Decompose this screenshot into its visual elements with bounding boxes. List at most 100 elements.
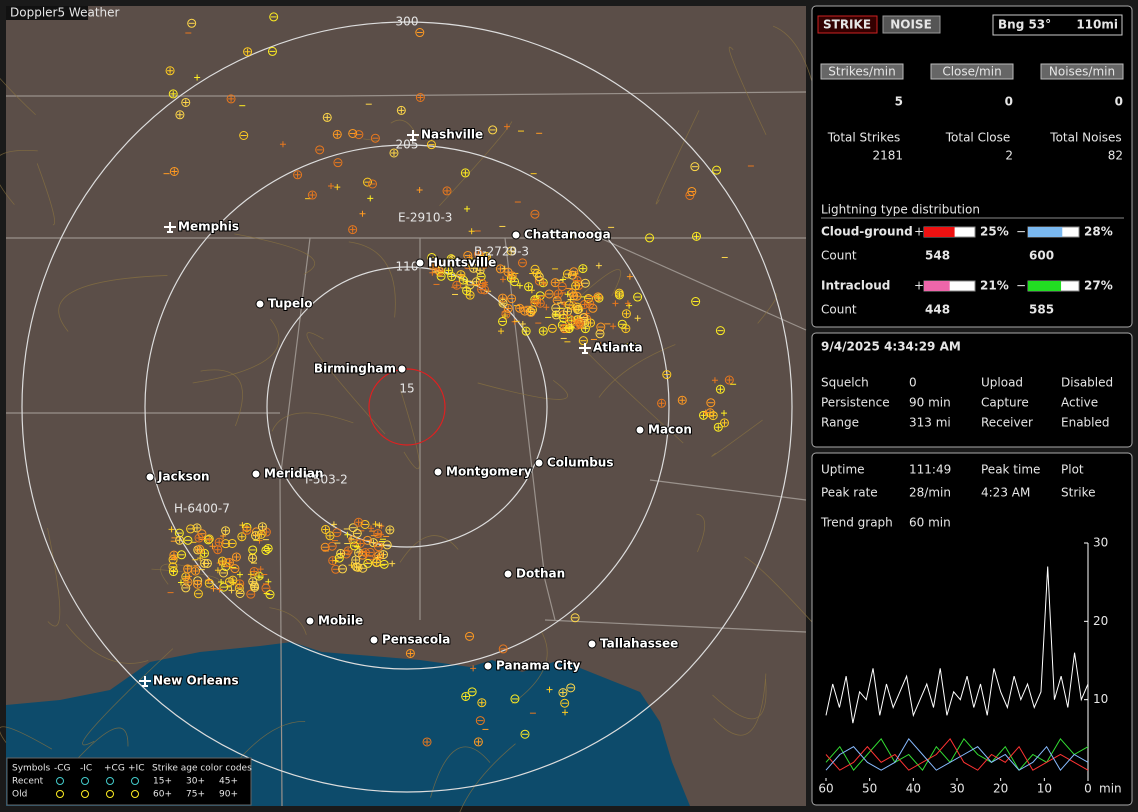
- strike-symbol: [515, 303, 525, 313]
- road: [655, 110, 700, 205]
- noise-button[interactable]: [882, 15, 941, 34]
- status-text: Upload: [981, 376, 1023, 390]
- strike-symbol: [249, 566, 259, 576]
- strike-symbol: [595, 293, 602, 300]
- strike-symbol: [476, 272, 486, 282]
- strike-symbol: [446, 254, 456, 264]
- strike-symbol: [182, 99, 189, 106]
- strike-symbol: [435, 267, 442, 274]
- legend-symbol: [106, 790, 114, 798]
- strike-symbol: [259, 523, 266, 530]
- strike-symbol: [376, 522, 383, 529]
- strike-symbol: [229, 577, 236, 584]
- strike-symbol: [243, 47, 253, 57]
- strike-symbol: [373, 529, 383, 539]
- strike-symbol: [715, 384, 725, 394]
- strike-symbol: [557, 281, 567, 291]
- city-label: New Orleans: [153, 674, 239, 688]
- legend-type: +IC: [128, 764, 144, 774]
- strike-symbol: [216, 539, 223, 546]
- y-tick-label: 30: [1093, 536, 1108, 550]
- rate-label: Strikes/min: [828, 65, 895, 79]
- datetime: 9/4/2025 4:34:29 AM: [821, 340, 961, 354]
- strike-symbol: [564, 291, 571, 298]
- strike-symbol: [325, 531, 335, 541]
- strike-symbol: [679, 397, 686, 404]
- road: [511, 630, 548, 705]
- road: [696, 513, 706, 553]
- strike-symbol: [568, 324, 575, 331]
- strike-symbol: [524, 282, 534, 292]
- strike-symbol: [702, 409, 709, 416]
- strike-symbol: [239, 522, 246, 529]
- strike-symbol: [581, 301, 588, 308]
- strike-symbol: [575, 318, 585, 328]
- city-dot: [397, 364, 407, 374]
- strike-symbol: [243, 527, 250, 534]
- strike-symbol: [448, 255, 455, 262]
- road: [757, 293, 778, 324]
- range-ring: [144, 144, 670, 670]
- strike-symbol: [334, 553, 344, 563]
- rate-button[interactable]: [820, 63, 904, 80]
- strike-symbol: [626, 273, 633, 280]
- x-tick-label: 0: [1084, 782, 1092, 796]
- noise-button-label: NOISE: [890, 18, 932, 32]
- strike-symbol: [236, 571, 243, 578]
- strike-symbol: [699, 410, 709, 420]
- strike-symbol: [192, 567, 199, 574]
- road: [598, 344, 676, 398]
- rate-value: 5: [895, 95, 903, 109]
- legend-age: 45+: [219, 777, 238, 787]
- strike-symbol: [219, 568, 229, 578]
- stat-value: Strike: [1061, 486, 1096, 500]
- strike-symbol: [572, 291, 582, 301]
- strike-symbol: [332, 129, 342, 139]
- status-text: 313 mi: [909, 416, 951, 430]
- strike-symbol: [658, 400, 665, 407]
- strike-symbol: [368, 525, 375, 532]
- strike-symbol: [201, 560, 208, 567]
- x-tick-label: 40: [906, 782, 921, 796]
- strike-symbol: [567, 230, 577, 240]
- strike-button[interactable]: [817, 15, 878, 34]
- strike-symbol: [706, 398, 716, 408]
- strike-symbol: [445, 267, 452, 274]
- strike-symbol: [572, 302, 582, 312]
- rate-button[interactable]: [1040, 63, 1124, 80]
- strike-symbol: [719, 418, 729, 428]
- strike-symbol: [519, 321, 526, 328]
- state-border: [544, 619, 807, 633]
- strike-symbol: [167, 67, 174, 74]
- strike-symbol: [595, 329, 605, 339]
- strike-symbol: [176, 537, 183, 544]
- strike-symbol: [355, 519, 362, 526]
- strike-symbol: [552, 310, 559, 317]
- range-ring: [21, 21, 793, 793]
- strike-symbol: [267, 46, 277, 56]
- strike-symbol: [593, 292, 603, 302]
- strike-symbol: [559, 689, 566, 696]
- strike-symbol: [204, 534, 214, 544]
- strike-symbol: [475, 265, 485, 275]
- road: [728, 46, 767, 135]
- rate-button[interactable]: [930, 63, 1014, 80]
- strike-symbol: [221, 526, 231, 536]
- strike-symbol: [480, 259, 490, 269]
- strike-symbol: [571, 281, 581, 291]
- strike-symbol: [559, 276, 566, 283]
- rate-label: Close/min: [942, 65, 1001, 79]
- strike-symbol: [333, 158, 343, 168]
- strike-symbol: [171, 168, 178, 175]
- road: [0, 149, 38, 205]
- strike-symbol: [322, 526, 329, 533]
- strike-symbol: [708, 411, 718, 421]
- strike-symbol: [509, 272, 516, 279]
- strike-symbol: [588, 303, 598, 313]
- city-label: Huntsville: [428, 256, 496, 270]
- state-border: [334, 91, 807, 97]
- status-text: Disabled: [1061, 376, 1113, 390]
- strike-symbol: [351, 555, 361, 565]
- strike-symbol: [398, 107, 405, 114]
